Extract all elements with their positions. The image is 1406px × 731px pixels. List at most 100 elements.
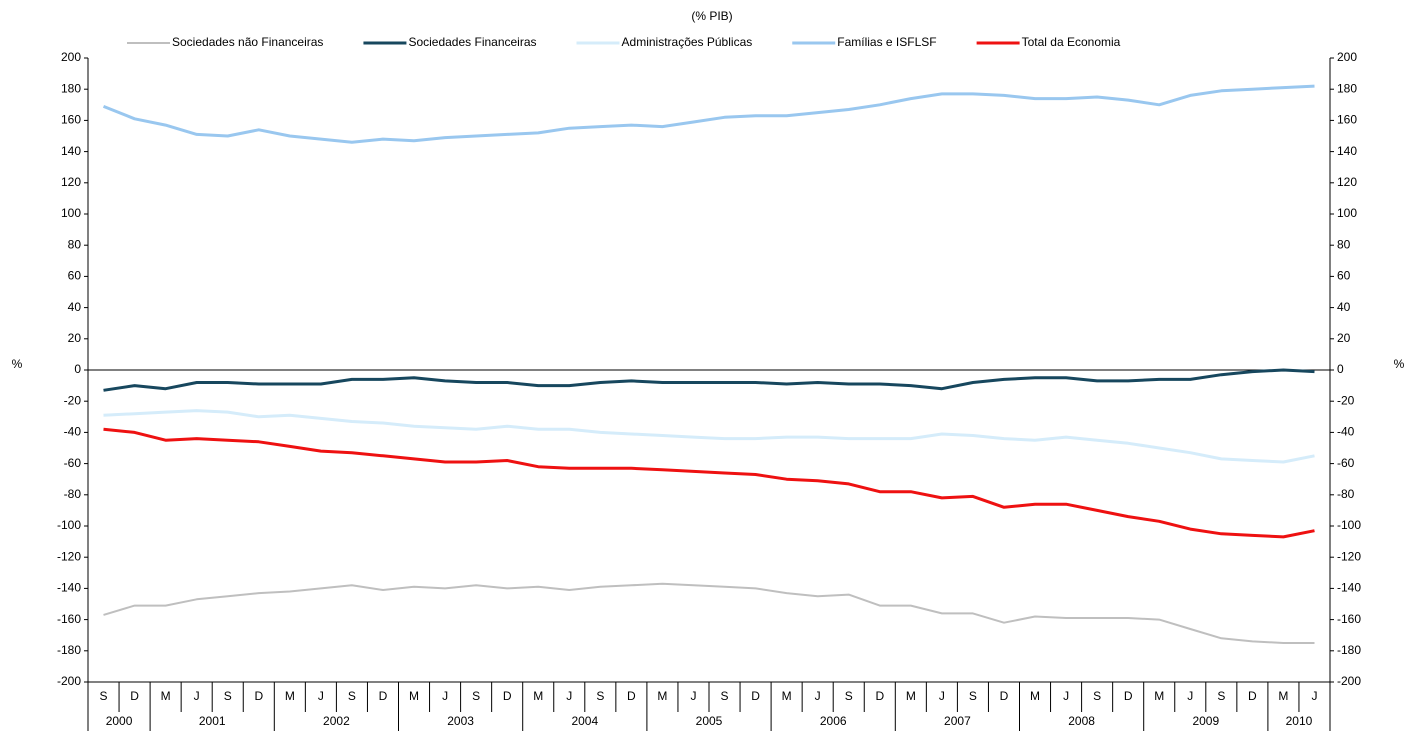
x-tick-label: J <box>194 689 200 703</box>
y-tick-label: -160 <box>57 612 81 626</box>
y-tick-label: 0 <box>74 362 81 376</box>
y2-tick-label: 80 <box>1337 237 1351 251</box>
y-tick-label: -180 <box>57 643 81 657</box>
year-label: 2010 <box>1286 714 1313 728</box>
x-tick-label: S <box>845 689 853 703</box>
chart-subtitle: (% PIB) <box>691 9 732 23</box>
x-tick-label: M <box>906 689 916 703</box>
legend-label: Total da Economia <box>1022 35 1121 49</box>
y-tick-label: -100 <box>57 518 81 532</box>
y2-tick-label: 40 <box>1337 300 1351 314</box>
year-label: 2000 <box>106 714 133 728</box>
y2-tick-label: 140 <box>1337 144 1357 158</box>
y2-tick-label: -60 <box>1337 456 1355 470</box>
x-tick-label: J <box>1187 689 1193 703</box>
x-tick-label: S <box>100 689 108 703</box>
series-line <box>103 409 1315 464</box>
y-tick-label: 120 <box>61 175 81 189</box>
x-tick-label: D <box>130 689 139 703</box>
x-tick-label: J <box>815 689 821 703</box>
x-tick-label: J <box>566 689 572 703</box>
series-line <box>103 582 1315 644</box>
y2-tick-label: -40 <box>1337 425 1355 439</box>
y-tick-label: 40 <box>68 300 82 314</box>
y2-tick-label: 160 <box>1337 113 1357 127</box>
y-tick-label: 140 <box>61 144 81 158</box>
y2-tick-label: -80 <box>1337 487 1355 501</box>
x-tick-label: J <box>1063 689 1069 703</box>
x-tick-label: M <box>1278 689 1288 703</box>
x-tick-label: D <box>875 689 884 703</box>
x-tick-label: S <box>1217 689 1225 703</box>
y-tick-label: -140 <box>57 581 81 595</box>
y-tick-label: 160 <box>61 113 81 127</box>
y2-tick-label: 180 <box>1337 81 1357 95</box>
x-tick-label: M <box>657 689 667 703</box>
x-tick-label: S <box>596 689 604 703</box>
y2-tick-label: 200 <box>1337 50 1357 64</box>
x-tick-label: D <box>503 689 512 703</box>
y-tick-label: 180 <box>61 81 81 95</box>
y2-tick-label: -20 <box>1337 393 1355 407</box>
y-tick-label: 60 <box>68 269 82 283</box>
x-tick-label: D <box>1000 689 1009 703</box>
y-tick-label: 200 <box>61 50 81 64</box>
x-tick-label: D <box>1248 689 1257 703</box>
legend-label: Sociedades Financeiras <box>408 35 536 49</box>
x-tick-label: S <box>472 689 480 703</box>
x-tick-label: S <box>1093 689 1101 703</box>
y-tick-label: -80 <box>64 487 82 501</box>
series-line <box>102 84 1315 144</box>
x-tick-label: M <box>533 689 543 703</box>
x-tick-label: J <box>318 689 324 703</box>
y-tick-label: -120 <box>57 549 81 563</box>
year-label: 2002 <box>323 714 350 728</box>
y2-tick-label: 60 <box>1337 269 1351 283</box>
x-tick-label: S <box>721 689 729 703</box>
y2-tick-label: -160 <box>1337 612 1361 626</box>
y2-tick-label: 20 <box>1337 331 1351 345</box>
y-axis-label: % <box>12 357 23 371</box>
year-label: 2008 <box>1068 714 1095 728</box>
x-tick-label: D <box>1124 689 1133 703</box>
year-label: 2004 <box>571 714 598 728</box>
x-tick-label: M <box>285 689 295 703</box>
x-tick-label: M <box>782 689 792 703</box>
x-tick-label: M <box>161 689 171 703</box>
x-tick-label: S <box>348 689 356 703</box>
y2-tick-label: -180 <box>1337 643 1361 657</box>
legend-label: Administrações Públicas <box>622 35 753 49</box>
y2-tick-label: -140 <box>1337 581 1361 595</box>
year-label: 2005 <box>696 714 723 728</box>
y-tick-label: 20 <box>68 331 82 345</box>
x-tick-label: M <box>409 689 419 703</box>
year-label: 2007 <box>944 714 971 728</box>
y2-tick-label: 120 <box>1337 175 1357 189</box>
x-tick-label: J <box>442 689 448 703</box>
x-tick-label: J <box>939 689 945 703</box>
year-label: 2003 <box>447 714 474 728</box>
x-tick-label: D <box>627 689 636 703</box>
y-tick-label: -200 <box>57 674 81 688</box>
series-line <box>103 427 1315 539</box>
y2-tick-label: -100 <box>1337 518 1361 532</box>
x-tick-label: S <box>224 689 232 703</box>
year-label: 2006 <box>820 714 847 728</box>
y-tick-label: -60 <box>64 456 82 470</box>
x-tick-label: S <box>969 689 977 703</box>
year-label: 2001 <box>199 714 226 728</box>
x-tick-label: J <box>690 689 696 703</box>
x-tick-label: D <box>379 689 388 703</box>
y-tick-label: -40 <box>64 425 82 439</box>
x-tick-label: M <box>1030 689 1040 703</box>
x-tick-label: D <box>254 689 263 703</box>
y-tick-label: -20 <box>64 393 82 407</box>
y2-tick-label: 0 <box>1337 362 1344 376</box>
y2-tick-label: 100 <box>1337 206 1357 220</box>
x-tick-label: J <box>1311 689 1317 703</box>
legend-label: Sociedades não Financeiras <box>172 35 323 49</box>
y-tick-label: 100 <box>61 206 81 220</box>
series-line <box>103 368 1315 392</box>
y2-tick-label: -200 <box>1337 674 1361 688</box>
